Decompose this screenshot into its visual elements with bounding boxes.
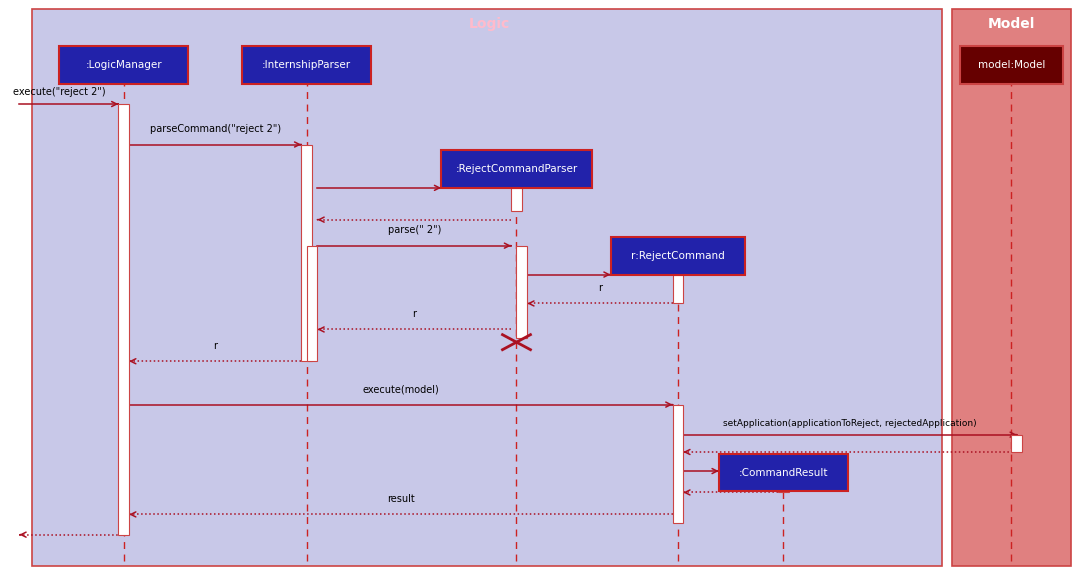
- Text: Logic: Logic: [469, 17, 510, 31]
- Text: r:RejectCommand: r:RejectCommand: [631, 251, 725, 261]
- FancyBboxPatch shape: [778, 471, 789, 492]
- Text: r: r: [213, 341, 217, 351]
- FancyBboxPatch shape: [242, 46, 371, 84]
- Text: :CommandResult: :CommandResult: [738, 468, 829, 477]
- FancyBboxPatch shape: [441, 150, 592, 188]
- Text: model:Model: model:Model: [978, 60, 1045, 70]
- FancyBboxPatch shape: [301, 144, 312, 361]
- FancyBboxPatch shape: [118, 104, 129, 535]
- Text: parseCommand("reject 2"): parseCommand("reject 2"): [150, 124, 281, 134]
- Text: execute(model): execute(model): [363, 384, 439, 394]
- FancyBboxPatch shape: [952, 9, 1071, 566]
- Text: parse(" 2"): parse(" 2"): [387, 225, 441, 235]
- FancyBboxPatch shape: [59, 46, 188, 84]
- FancyBboxPatch shape: [719, 454, 848, 491]
- Text: Model: Model: [988, 17, 1035, 31]
- FancyBboxPatch shape: [672, 405, 683, 523]
- Text: result: result: [387, 494, 414, 504]
- Text: setApplication(applicationToReject, rejectedApplication): setApplication(applicationToReject, reje…: [723, 418, 977, 428]
- FancyBboxPatch shape: [960, 46, 1062, 84]
- Text: r: r: [412, 309, 416, 319]
- FancyBboxPatch shape: [611, 237, 745, 275]
- Text: :LogicManager: :LogicManager: [85, 60, 162, 70]
- FancyBboxPatch shape: [1011, 435, 1022, 452]
- FancyBboxPatch shape: [511, 188, 522, 211]
- FancyBboxPatch shape: [307, 246, 317, 361]
- Text: :InternshipParser: :InternshipParser: [263, 60, 351, 70]
- Text: :RejectCommandParser: :RejectCommandParser: [455, 164, 578, 174]
- FancyBboxPatch shape: [672, 275, 683, 303]
- Text: execute("reject 2"): execute("reject 2"): [13, 87, 105, 97]
- FancyBboxPatch shape: [32, 9, 942, 566]
- FancyBboxPatch shape: [516, 246, 527, 338]
- Text: r: r: [598, 283, 601, 293]
